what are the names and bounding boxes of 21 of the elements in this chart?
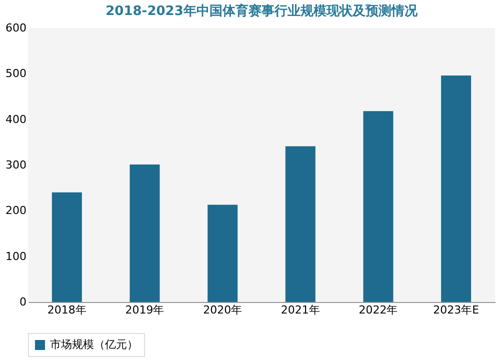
bar [208,204,238,302]
legend-label: 市场规模（亿元） [50,338,138,351]
x-tick-label: 2023年E [433,304,480,316]
x-tick-label: 2021年 [280,304,320,316]
y-tick-label: 0 [20,296,26,308]
y-tick-label: 600 [6,22,26,34]
y-tick-label: 200 [6,204,26,218]
y-tick-label: 500 [6,67,26,80]
y-tick-label: 400 [6,112,26,126]
chart-title: 2018-2023年中国体育赛事行业规模现状及预测情况 [106,3,418,19]
bar [52,192,82,302]
x-tick-label: 2019年 [125,304,164,316]
x-tick-label: 2022年 [358,304,398,316]
bar [130,164,160,302]
y-tick-label: 300 [6,158,26,172]
bar [285,146,316,302]
x-tick-label: 2018年 [47,304,86,316]
bar [441,75,472,302]
y-tick-label: 100 [6,250,26,263]
x-tick-label: 2020年 [203,304,242,316]
bar [363,111,394,302]
